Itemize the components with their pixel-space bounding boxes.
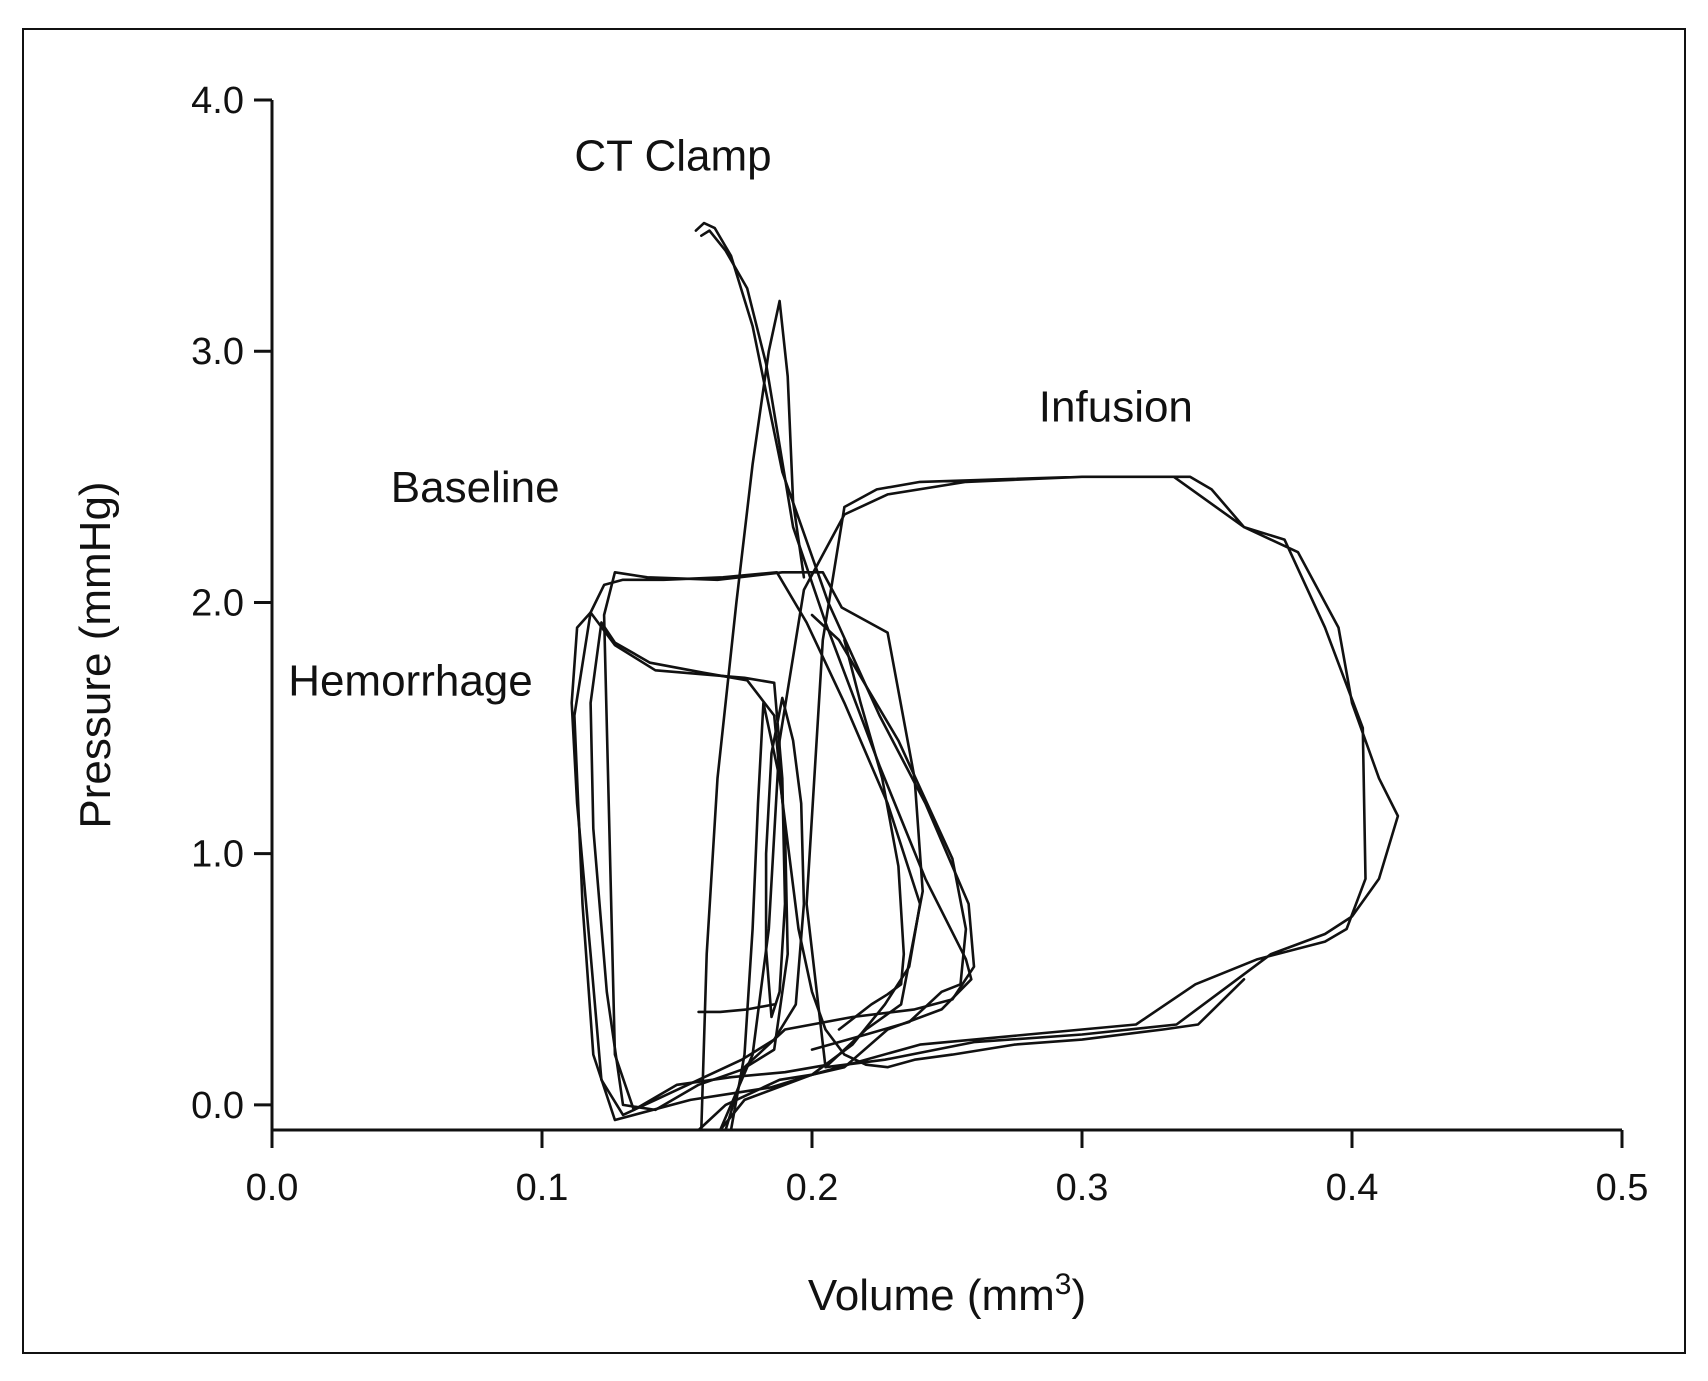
x-tick-label: 0.2 <box>786 1167 839 1209</box>
pv-loop-8 <box>700 299 806 1132</box>
x-axis-label-superscript: 3 <box>1055 1268 1072 1301</box>
axes: 0.0 0.1 0.2 0.3 0.4 0.5 0.0 1.0 2.0 3.0 4.0 <box>191 80 1648 1209</box>
annotation-hemorrhage: Hemorrhage <box>288 656 533 705</box>
pv-loop-1 <box>570 611 806 1117</box>
pv-loop-11 <box>837 638 906 1031</box>
x-ticks: 0.0 0.1 0.2 0.3 0.4 0.5 <box>246 1130 1649 1209</box>
x-axis-label-close: ) <box>1071 1271 1086 1320</box>
x-axis-label: Volume (mm3) <box>808 1268 1086 1320</box>
pv-loops <box>570 221 1400 1132</box>
y-tick-label: 0.0 <box>191 1085 244 1127</box>
pv-loop-10 <box>729 701 1246 1132</box>
annotation-infusion: Infusion <box>1039 383 1193 432</box>
annotation-ct-clamp: CT Clamp <box>574 131 771 180</box>
figure-frame <box>22 28 1686 1354</box>
x-tick-label: 0.3 <box>1056 1167 1109 1209</box>
pv-loop-9 <box>718 475 1400 1132</box>
y-ticks: 0.0 1.0 2.0 3.0 4.0 <box>191 80 272 1127</box>
annotation-baseline: Baseline <box>391 463 560 512</box>
y-axis-label: Pressure (mmHg) <box>71 481 120 828</box>
x-axis-label-text: Volume (mm <box>808 1271 1055 1320</box>
y-tick-label: 3.0 <box>191 331 244 373</box>
pv-loop-6 <box>694 221 976 1132</box>
x-tick-label: 0.0 <box>246 1167 299 1209</box>
x-tick-label: 0.5 <box>1596 1167 1649 1209</box>
y-tick-label: 1.0 <box>191 834 244 876</box>
pv-loop-12 <box>697 1003 776 1014</box>
y-tick-label: 2.0 <box>191 582 244 624</box>
x-tick-label: 0.4 <box>1326 1167 1379 1209</box>
pv-loop-4 <box>602 571 924 1112</box>
pv-loop-2 <box>589 621 789 1112</box>
pv-loop-3 <box>573 571 922 1122</box>
y-tick-label: 4.0 <box>191 80 244 122</box>
x-tick-label: 0.1 <box>516 1167 569 1209</box>
annotations: CT Clamp Infusion Baseline Hemorrhage <box>288 131 1193 705</box>
